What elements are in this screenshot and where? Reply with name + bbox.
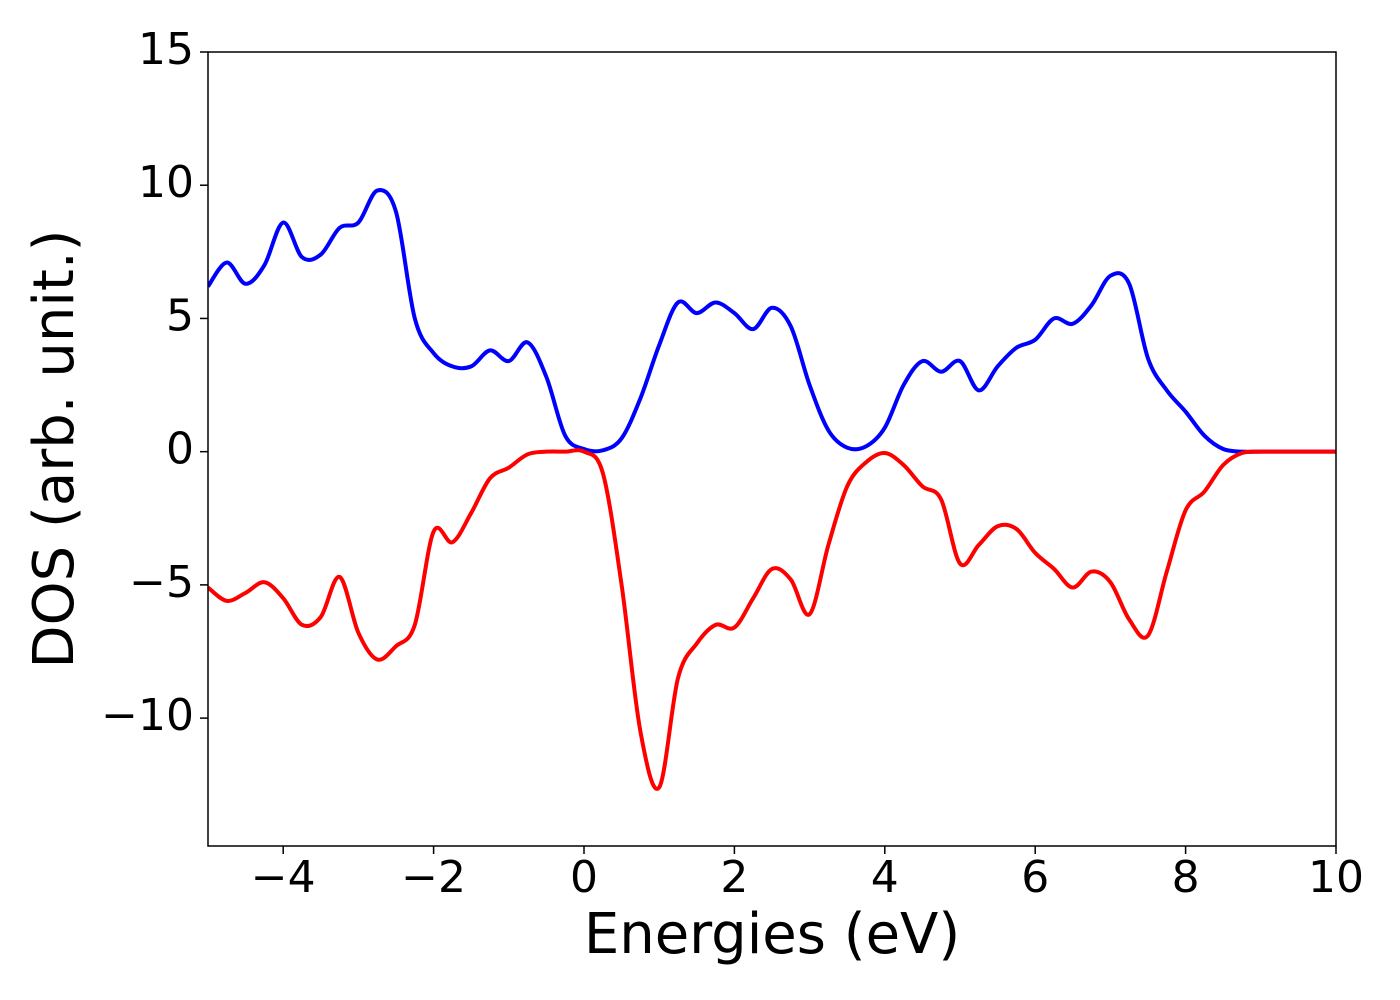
series-line xyxy=(208,188,1336,454)
y-tick-label: 15 xyxy=(138,24,194,75)
x-tick-label: 8 xyxy=(1172,852,1200,903)
plot-frame xyxy=(207,51,1337,847)
x-tick-label: 2 xyxy=(720,852,748,903)
y-tick-label: −10 xyxy=(101,690,194,741)
series-line xyxy=(208,448,1336,791)
x-tick-label: 0 xyxy=(570,852,598,903)
x-axis-label: Energies (eV) xyxy=(584,902,960,967)
x-tick-label: 6 xyxy=(1021,852,1049,903)
x-tick-label: 10 xyxy=(1308,852,1364,903)
y-tick-label: −5 xyxy=(129,557,194,608)
y-tick-label: 10 xyxy=(138,157,194,208)
x-tick-label: −2 xyxy=(401,852,466,903)
y-axis-label: DOS (arb. unit.) xyxy=(22,229,87,668)
x-tick-label: 4 xyxy=(871,852,899,903)
y-tick-label: 0 xyxy=(166,424,194,475)
y-tick-label: 5 xyxy=(166,290,194,341)
x-tick-label: −4 xyxy=(251,852,316,903)
